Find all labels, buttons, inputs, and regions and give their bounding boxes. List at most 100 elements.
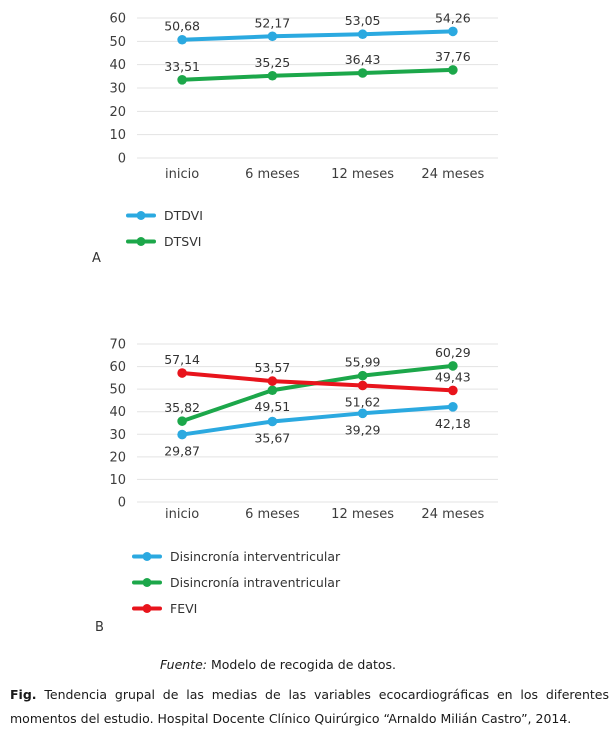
y-tick-label: 20 bbox=[109, 450, 126, 465]
x-category-label: 12 meses bbox=[331, 507, 394, 522]
y-tick-label: 10 bbox=[109, 128, 126, 143]
y-tick-label: 50 bbox=[109, 383, 126, 398]
data-label: 49,51 bbox=[254, 399, 290, 414]
data-label: 42,18 bbox=[435, 416, 471, 431]
data-label: 50,68 bbox=[164, 19, 200, 34]
legend-dot bbox=[142, 603, 152, 613]
series-line-2 bbox=[180, 67, 455, 82]
legend-item: Disincronía intraventricular bbox=[132, 569, 340, 595]
x-category-label: 24 meses bbox=[421, 507, 484, 522]
legend-chart-a: DTDVI DTSVI bbox=[126, 202, 203, 254]
data-label: 35,25 bbox=[254, 55, 290, 70]
fig-label: Fig. bbox=[10, 687, 37, 702]
x-category-label: inicio bbox=[165, 507, 199, 522]
data-label: 55,99 bbox=[345, 355, 381, 370]
x-category-label: 6 meses bbox=[245, 507, 300, 522]
data-label: 57,14 bbox=[164, 352, 200, 367]
y-tick-label: 10 bbox=[109, 473, 126, 488]
legend-dot bbox=[142, 577, 152, 587]
legend-dot bbox=[142, 551, 152, 561]
data-label: 51,62 bbox=[345, 394, 381, 409]
legend-marker-icon bbox=[126, 236, 156, 246]
data-label: 53,57 bbox=[254, 360, 290, 375]
data-point bbox=[357, 29, 368, 40]
y-tick-label: 20 bbox=[109, 105, 126, 120]
series-line-2 bbox=[180, 363, 455, 424]
legend-label: DTDVI bbox=[164, 207, 203, 223]
data-label: 52,17 bbox=[254, 15, 290, 30]
data-label: 33,51 bbox=[164, 59, 200, 74]
series-line-1 bbox=[180, 29, 455, 42]
legend-marker-icon bbox=[132, 577, 162, 587]
data-point bbox=[448, 385, 458, 396]
y-tick-label: 30 bbox=[109, 428, 126, 443]
legend-marker-icon bbox=[132, 603, 162, 613]
data-label: 39,29 bbox=[345, 422, 381, 437]
legend-label: Disincronía intraventricular bbox=[170, 574, 341, 590]
data-label: 53,05 bbox=[345, 13, 381, 28]
data-point bbox=[177, 416, 187, 426]
y-tick-label: 70 bbox=[109, 338, 126, 353]
data-point bbox=[448, 401, 458, 412]
y-tick-label: 40 bbox=[109, 58, 126, 73]
series-line-1 bbox=[180, 404, 455, 437]
fuente-label: Fuente: bbox=[159, 657, 207, 672]
panel-label-a: A bbox=[92, 251, 101, 266]
data-label: 36,43 bbox=[345, 52, 381, 67]
data-point bbox=[448, 361, 458, 371]
figure-source: Fuente: Modelo de recogida de datos. bbox=[0, 657, 556, 672]
fig-text: Tendencia grupal de las medias de las va… bbox=[10, 687, 609, 726]
data-point bbox=[267, 70, 278, 81]
data-label: 60,29 bbox=[435, 345, 471, 360]
data-point bbox=[177, 368, 187, 378]
data-label: 35,82 bbox=[164, 400, 200, 415]
series-line-3 bbox=[180, 371, 455, 393]
y-tick-label: 30 bbox=[109, 82, 126, 97]
legend-chart-b: Disincronía interventricular Disincronía … bbox=[132, 543, 340, 621]
data-point bbox=[448, 26, 458, 37]
data-point bbox=[177, 34, 187, 45]
y-tick-label: 0 bbox=[118, 152, 126, 167]
legend-item: FEVI bbox=[132, 595, 340, 621]
legend-item: Disincronía interventricular bbox=[132, 543, 340, 569]
data-point bbox=[267, 31, 278, 42]
data-label: 35,67 bbox=[254, 430, 290, 445]
y-tick-label: 0 bbox=[118, 496, 126, 511]
panel-label-b: B bbox=[95, 620, 104, 635]
data-point bbox=[357, 68, 368, 78]
data-point bbox=[267, 385, 278, 396]
legend-marker-icon bbox=[126, 210, 156, 220]
y-tick-label: 50 bbox=[109, 35, 126, 50]
data-point bbox=[177, 429, 187, 440]
legend-label: Disincronía interventricular bbox=[170, 548, 341, 564]
x-category-label: 12 meses bbox=[331, 167, 394, 182]
data-label: 54,26 bbox=[435, 10, 471, 25]
y-tick-label: 60 bbox=[109, 12, 126, 27]
data-point bbox=[448, 65, 458, 75]
legend-marker-icon bbox=[132, 551, 162, 561]
legend-dot bbox=[136, 210, 146, 220]
y-tick-label: 60 bbox=[109, 360, 126, 375]
data-point bbox=[177, 75, 187, 85]
legend-label: DTSVI bbox=[164, 233, 202, 249]
chart-a: 0 10 20 30 40 50 60 inicio 6 meses 12 meses 24 mes… bbox=[109, 10, 498, 182]
fuente-text: Modelo de recogida de datos. bbox=[210, 657, 397, 672]
data-point bbox=[267, 376, 278, 386]
legend-item: DTDVI bbox=[126, 202, 203, 228]
data-label: 49,43 bbox=[435, 369, 471, 384]
x-category-label: inicio bbox=[165, 167, 199, 182]
x-category-label: 24 meses bbox=[421, 167, 484, 182]
y-tick-label: 40 bbox=[109, 405, 126, 420]
data-label: 29,87 bbox=[164, 444, 200, 459]
data-point bbox=[267, 416, 278, 427]
legend-label: FEVI bbox=[170, 600, 198, 616]
chart-b: 0 10 20 30 40 50 60 70 inicio 6 meses 12 meses 24 m… bbox=[109, 338, 498, 522]
data-point bbox=[357, 408, 368, 419]
legend-dot bbox=[136, 236, 146, 246]
x-category-label: 6 meses bbox=[245, 167, 300, 182]
data-point bbox=[357, 370, 368, 381]
data-label: 37,76 bbox=[435, 49, 471, 64]
data-point bbox=[357, 380, 368, 391]
figure-caption: Fig. Tendencia grupal de las medias de l… bbox=[10, 683, 609, 731]
